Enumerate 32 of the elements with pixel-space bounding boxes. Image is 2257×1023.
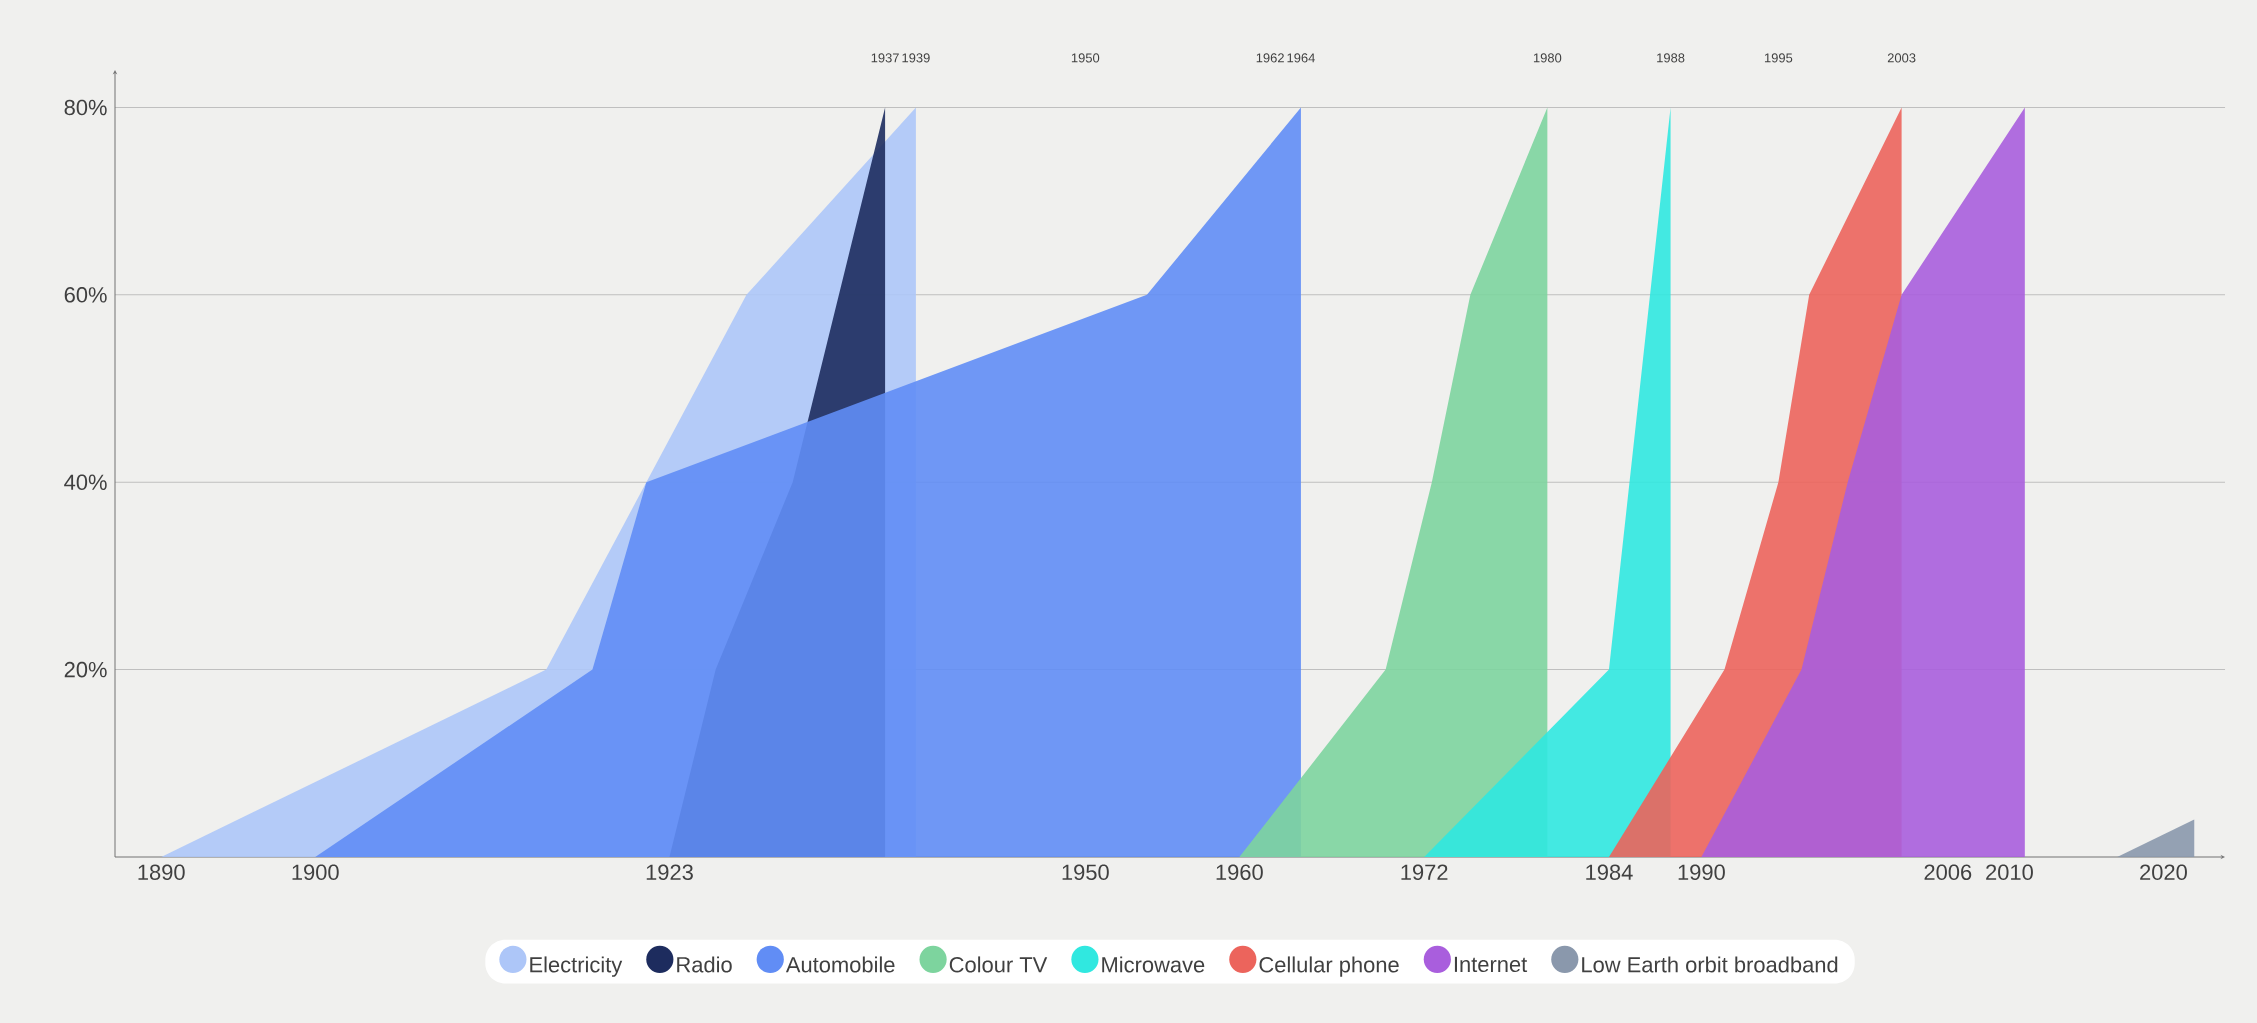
legend-label: Low Earth orbit broadband [1582,956,1838,973]
y-tick-label: 60% [64,287,107,303]
x-tick-label: 1900 [292,864,339,881]
x2-tick-label: 1964 [1287,53,1315,63]
legend-label: Internet [1454,956,1528,973]
legend-label: Colour TV [949,956,1048,973]
legend-label: Automobile [785,956,895,973]
x2-tick-label: 1995 [1764,53,1793,63]
x2-tick-label: 1962 [1256,53,1284,63]
x-tick-label: 2006 [1924,864,1972,881]
x-tick-label: 1890 [138,864,185,881]
y-tick-label: 80% [64,99,107,116]
x-tick-label: 1972 [1401,864,1448,881]
legend-label: Electricity [530,956,623,977]
x-tick-label: 1950 [1062,864,1109,881]
x-tick-label: 1990 [1678,864,1725,881]
x2-tick-label: 2003 [1887,53,1916,63]
x2-tick-label: 1988 [1657,53,1685,63]
y-tick-label: 40% [64,474,107,490]
legend-label: Radio [677,956,732,973]
x-tick-label: 1984 [1586,864,1633,881]
legend-label: Microwave [1102,956,1205,973]
x-tick-label: 2010 [1986,864,2033,881]
legend-label: Cellular phone [1259,956,1399,977]
x-tick-label: 1960 [1216,864,1263,881]
x2-tick-label: 1937 [871,53,899,63]
x-tick-label: 2020 [2140,864,2187,881]
x2-tick-label: 1950 [1071,53,1100,63]
x-tick-label: 1923 [646,864,693,881]
x2-tick-label: 1939 [902,53,930,63]
x2-tick-label: 1980 [1533,53,1562,63]
y-tick-label: 20% [64,661,107,678]
